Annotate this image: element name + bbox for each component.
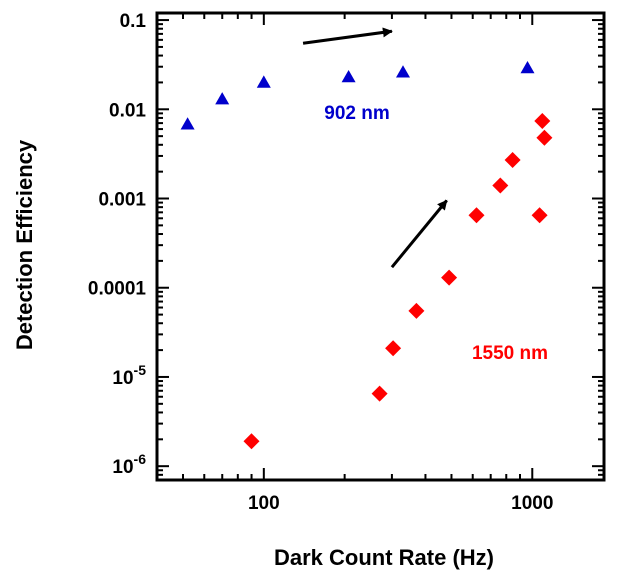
y-tick-label: 0.001 <box>98 190 146 211</box>
y-tick-labels: 0.1 0.01 0.001 0.0001 10-5 10-6 <box>88 11 147 478</box>
y-tick-label: 10-6 <box>112 451 146 478</box>
data-point-1550nm <box>408 302 425 319</box>
data-point-902nm <box>256 75 271 88</box>
data-point-1550nm <box>531 207 548 224</box>
x-tick-labels: 100 1000 <box>248 493 553 514</box>
series-label-1550nm: 1550 nm <box>472 343 548 364</box>
y-tick-label: 10-5 <box>112 362 146 389</box>
data-point-902nm <box>180 117 195 130</box>
axis-ticks <box>156 13 604 481</box>
data-point-1550nm <box>504 152 521 168</box>
data-point-1550nm <box>243 433 260 450</box>
x-tick-label: 1000 <box>511 493 553 514</box>
series-label-902nm: 902 nm <box>324 103 389 124</box>
y-tick-label: 0.01 <box>109 100 146 121</box>
data-point-1550nm <box>441 269 458 286</box>
data-point-902nm <box>341 70 356 83</box>
x-axis-title: Dark Count Rate (Hz) <box>274 545 494 570</box>
x-tick-label: 100 <box>248 493 280 514</box>
data-point-1550nm <box>492 177 509 194</box>
annotation-arrow <box>390 199 448 269</box>
data-point-1550nm <box>468 207 485 224</box>
data-point-1550nm <box>385 340 402 357</box>
plot-frame <box>155 11 606 482</box>
y-tick-label: 0.1 <box>120 11 147 32</box>
y-tick-label: 0.0001 <box>88 279 147 300</box>
y-axis-title: Detection Efficiency <box>12 139 37 350</box>
data-point-902nm <box>215 92 230 105</box>
annotation-arrow <box>302 27 393 45</box>
data-point-1550nm <box>534 113 551 129</box>
data-point-1550nm <box>536 129 553 146</box>
data-point-902nm <box>396 65 410 78</box>
annotation-arrows <box>302 27 448 269</box>
data-point-902nm <box>520 61 535 74</box>
data-point-1550nm <box>371 385 388 402</box>
data-points <box>180 61 553 450</box>
